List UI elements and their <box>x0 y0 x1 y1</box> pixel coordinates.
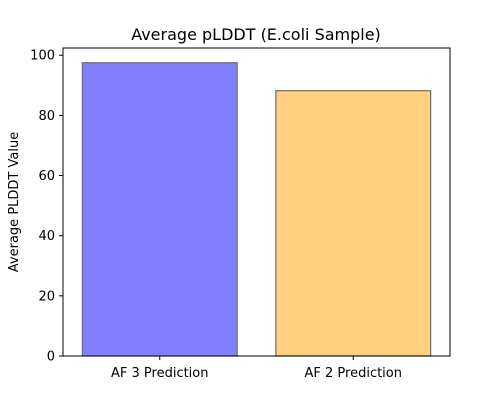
y-tick-label: 20 <box>38 289 55 304</box>
y-tick-label: 60 <box>38 169 55 184</box>
chart-title: Average pLDDT (E.coli Sample) <box>131 25 381 44</box>
y-tick-label: 0 <box>47 350 55 365</box>
plot-area <box>81 62 432 357</box>
y-axis-label: Average PLDDT Value <box>7 132 22 272</box>
x-tick-label: AF 3 Prediction <box>111 366 209 381</box>
bar-af-2-prediction <box>275 90 432 357</box>
x-axis: AF 3 Prediction AF 2 Prediction <box>111 356 402 381</box>
y-tick-label: 80 <box>38 109 55 124</box>
plot-frame <box>62 47 451 357</box>
y-tick-label: 40 <box>38 229 55 244</box>
x-tick-label: AF 2 Prediction <box>305 366 403 381</box>
y-axis: 0 20 40 60 80 100 <box>30 49 63 365</box>
y-tick-label: 100 <box>30 49 55 64</box>
bar-af-3-prediction <box>81 62 238 357</box>
